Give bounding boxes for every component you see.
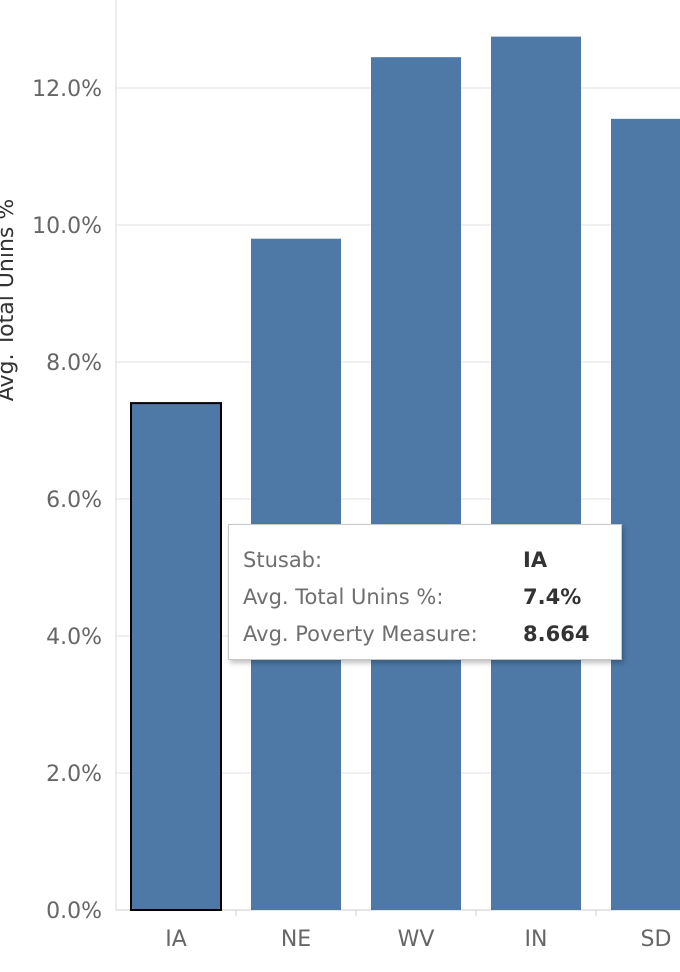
x-tick-label: IN (525, 927, 548, 952)
bar-ia[interactable] (130, 402, 222, 911)
y-tick-label: 10.0% (32, 214, 102, 239)
tooltip-row-poverty: Avg. Poverty Measure: 8.664 (243, 615, 607, 652)
y-tick-label: 2.0% (46, 762, 102, 787)
tooltip-row-unins: Avg. Total Unins %: 7.4% (243, 578, 607, 615)
tooltip-label: Stusab: (243, 547, 323, 572)
bar-sd[interactable] (611, 118, 680, 910)
y-axis-title: Avg. Total Unins % (0, 199, 19, 402)
y-tick-label: 8.0% (46, 351, 102, 376)
x-tick-label: NE (281, 927, 311, 952)
tooltip: Stusab: IA Avg. Total Unins %: 7.4% Avg.… (228, 524, 622, 660)
y-tick-label: 0.0% (46, 899, 102, 924)
tooltip-value: IA (523, 547, 548, 572)
y-tick-label: 4.0% (46, 625, 102, 650)
x-tick-label: WV (398, 927, 435, 952)
tooltip-value: 7.4% (523, 584, 582, 609)
bar-in[interactable] (491, 36, 581, 910)
x-axis-ticks: IA NE WV IN SD (165, 910, 671, 952)
tooltip-row-state: Stusab: IA (243, 541, 607, 578)
tooltip-label: Avg. Total Unins %: (243, 584, 444, 609)
bar-wv[interactable] (371, 57, 461, 911)
y-tick-label: 6.0% (46, 488, 102, 513)
y-tick-label: 12.0% (32, 77, 102, 102)
bars (130, 36, 680, 911)
x-tick-label: IA (165, 927, 187, 952)
tooltip-value: 8.664 (523, 621, 590, 646)
x-tick-label: SD (641, 927, 672, 952)
y-axis-ticks: 0.0% 2.0% 4.0% 6.0% 8.0% 10.0% 12.0% (32, 77, 102, 924)
tooltip-label: Avg. Poverty Measure: (243, 621, 478, 646)
